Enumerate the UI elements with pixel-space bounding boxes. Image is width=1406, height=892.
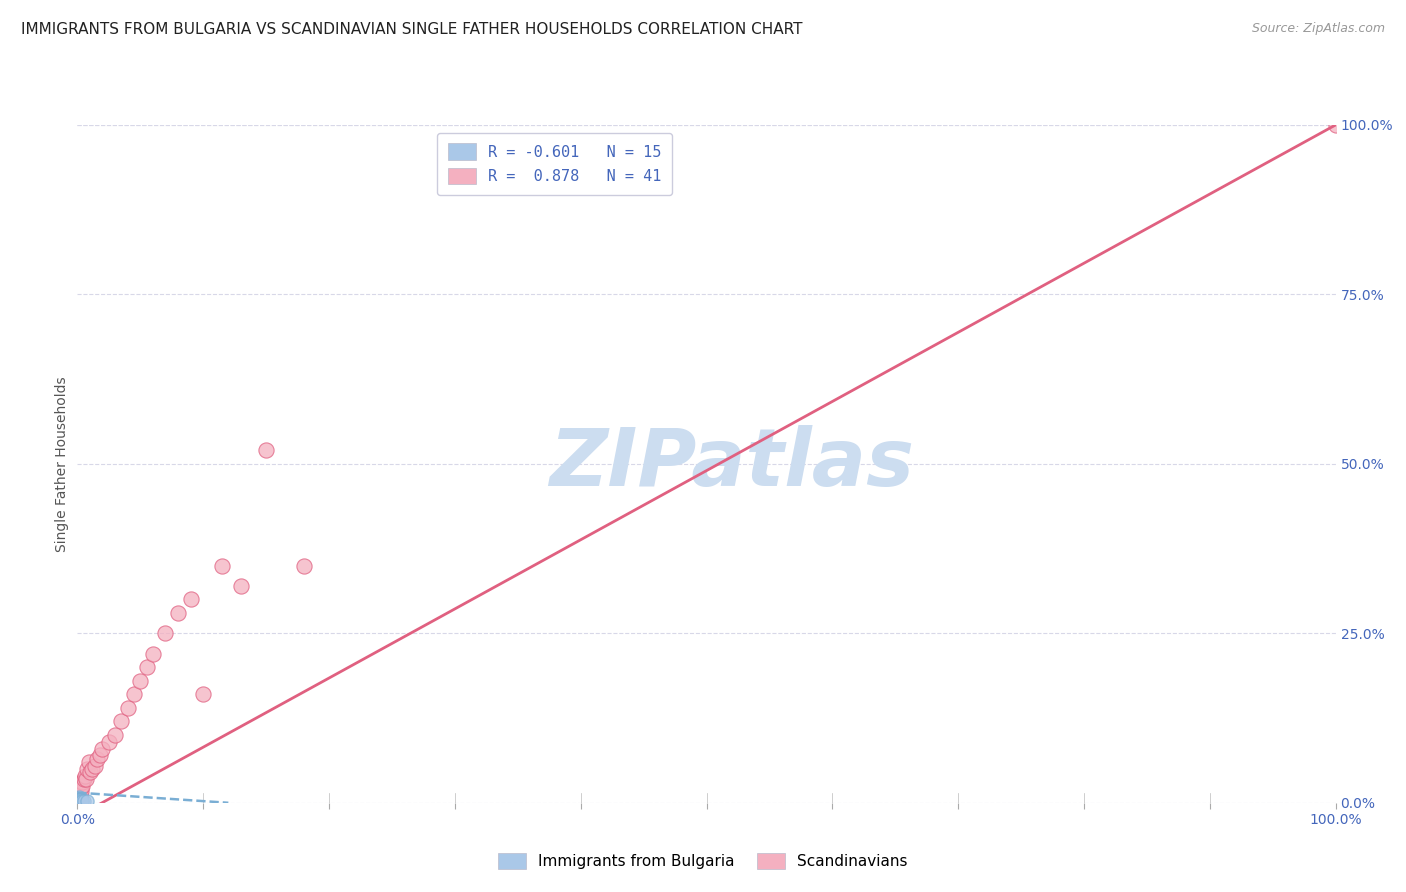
Point xyxy=(76,794,98,808)
Point xyxy=(191,687,215,701)
Point xyxy=(69,794,91,808)
Text: ZIPatlas: ZIPatlas xyxy=(550,425,914,503)
Y-axis label: Single Father Households: Single Father Households xyxy=(55,376,69,551)
Point xyxy=(110,714,132,729)
Point xyxy=(72,794,94,808)
Point xyxy=(69,789,91,803)
Point xyxy=(142,647,165,661)
Point xyxy=(135,660,157,674)
Point xyxy=(69,782,91,797)
Point xyxy=(292,558,315,573)
Point xyxy=(73,769,96,783)
Point xyxy=(72,772,94,786)
Point xyxy=(129,673,152,688)
Text: Source: ZipAtlas.com: Source: ZipAtlas.com xyxy=(1251,22,1385,36)
Point xyxy=(67,786,90,800)
Point xyxy=(75,772,97,786)
Point xyxy=(66,792,89,806)
Point xyxy=(122,687,145,701)
Point xyxy=(86,752,108,766)
Point xyxy=(69,786,91,800)
Point xyxy=(76,762,98,776)
Point xyxy=(70,775,93,789)
Point xyxy=(254,443,277,458)
Point xyxy=(229,579,252,593)
Point xyxy=(117,701,139,715)
Point xyxy=(77,755,100,769)
Point xyxy=(82,762,104,776)
Point xyxy=(167,606,190,620)
Point xyxy=(69,794,91,808)
Point xyxy=(104,728,127,742)
Point xyxy=(72,779,94,793)
Text: IMMIGRANTS FROM BULGARIA VS SCANDINAVIAN SINGLE FATHER HOUSEHOLDS CORRELATION CH: IMMIGRANTS FROM BULGARIA VS SCANDINAVIAN… xyxy=(21,22,803,37)
Point xyxy=(89,748,111,763)
Point xyxy=(97,735,120,749)
Point xyxy=(180,592,202,607)
Point xyxy=(70,794,93,808)
Point xyxy=(67,790,90,805)
Point xyxy=(67,791,90,805)
Point xyxy=(91,741,114,756)
Point xyxy=(70,793,93,807)
Point xyxy=(79,765,101,780)
Legend: Immigrants from Bulgaria, Scandinavians: Immigrants from Bulgaria, Scandinavians xyxy=(492,847,914,875)
Point xyxy=(155,626,177,640)
Point xyxy=(69,792,91,806)
Point xyxy=(69,793,91,807)
Point xyxy=(70,779,93,793)
Point xyxy=(69,790,91,805)
Point xyxy=(67,794,90,808)
Point xyxy=(84,758,107,772)
Point xyxy=(66,792,89,806)
Point xyxy=(67,789,90,803)
Point xyxy=(211,558,233,573)
Point xyxy=(1324,118,1347,132)
Point xyxy=(67,789,90,803)
Point xyxy=(72,794,94,808)
Point xyxy=(70,792,93,806)
Point xyxy=(70,783,93,797)
Legend: R = -0.601   N = 15, R =  0.878   N = 41: R = -0.601 N = 15, R = 0.878 N = 41 xyxy=(437,133,672,194)
Point xyxy=(67,793,90,807)
Point xyxy=(67,790,90,805)
